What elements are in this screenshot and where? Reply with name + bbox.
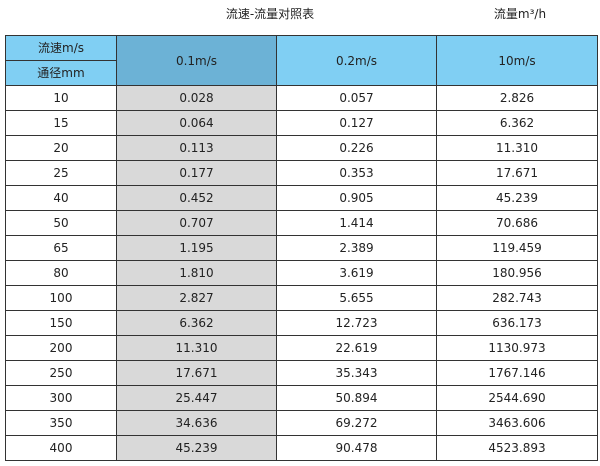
flow-cell: 0.905: [276, 185, 437, 211]
flow-cell: 0.127: [276, 110, 437, 136]
flow-cell: 25.447: [116, 385, 277, 411]
flow-cell: 119.459: [436, 235, 598, 261]
velocity-header: 流速m/s: [5, 35, 117, 61]
table-row: 350 34.636 69.272 3463.606: [5, 410, 598, 436]
flow-cell: 0.452: [116, 185, 277, 211]
flow-cell: 0.064: [116, 110, 277, 136]
table-row: 80 1.810 3.619 180.956: [5, 260, 598, 286]
flow-cell: 0.707: [116, 210, 277, 236]
flow-cell: 3463.606: [436, 410, 598, 436]
flow-cell: 17.671: [116, 360, 277, 386]
flow-cell: 4523.893: [436, 435, 598, 461]
flow-cell: 12.723: [276, 310, 437, 336]
table-row: 50 0.707 1.414 70.686: [5, 210, 598, 236]
unit-label: 流量m³/h: [493, 7, 547, 21]
diameter-cell: 50: [5, 210, 117, 236]
table-row: 200 11.310 22.619 1130.973: [5, 335, 598, 361]
flow-cell: 6.362: [116, 310, 277, 336]
flow-cell: 45.239: [436, 185, 598, 211]
table-row: 400 45.239 90.478 4523.893: [5, 435, 598, 461]
diameter-cell: 80: [5, 260, 117, 286]
table-row: 150 6.362 12.723 636.173: [5, 310, 598, 336]
flow-cell: 35.343: [276, 360, 437, 386]
flow-cell: 45.239: [116, 435, 277, 461]
table-row: 40 0.452 0.905 45.239: [5, 185, 598, 211]
diameter-cell: 400: [5, 435, 117, 461]
diameter-header: 通径mm: [5, 60, 117, 86]
flow-cell: 22.619: [276, 335, 437, 361]
flow-cell: 0.353: [276, 160, 437, 186]
diameter-cell: 10: [5, 85, 117, 111]
table-row: 65 1.195 2.389 119.459: [5, 235, 598, 261]
table-title: 流速-流量对照表: [225, 7, 315, 21]
flow-cell: 90.478: [276, 435, 437, 461]
flow-cell: 17.671: [436, 160, 598, 186]
flow-cell: 282.743: [436, 285, 598, 311]
table-row: 250 17.671 35.343 1767.146: [5, 360, 598, 386]
flow-cell: 2.389: [276, 235, 437, 261]
flow-cell: 6.362: [436, 110, 598, 136]
table-row: 300 25.447 50.894 2544.690: [5, 385, 598, 411]
flow-cell: 0.113: [116, 135, 277, 161]
table-row: 100 2.827 5.655 282.743: [5, 285, 598, 311]
table-row: 15 0.064 0.127 6.362: [5, 110, 598, 136]
flow-cell: 69.272: [276, 410, 437, 436]
column-header-10: 10m/s: [436, 35, 598, 86]
diameter-cell: 350: [5, 410, 117, 436]
table-row: 10 0.028 0.057 2.826: [5, 85, 598, 111]
column-header-0.1: 0.1m/s: [116, 35, 277, 86]
table-row: 25 0.177 0.353 17.671: [5, 160, 598, 186]
diameter-cell: 65: [5, 235, 117, 261]
column-header-0.2: 0.2m/s: [276, 35, 437, 86]
flow-cell: 2.826: [436, 85, 598, 111]
flow-cell: 34.636: [116, 410, 277, 436]
flow-cell: 1.810: [116, 260, 277, 286]
flow-cell: 50.894: [276, 385, 437, 411]
diameter-cell: 100: [5, 285, 117, 311]
diameter-cell: 300: [5, 385, 117, 411]
flow-cell: 180.956: [436, 260, 598, 286]
flow-cell: 0.226: [276, 135, 437, 161]
diameter-cell: 15: [5, 110, 117, 136]
diameter-cell: 150: [5, 310, 117, 336]
flow-cell: 0.057: [276, 85, 437, 111]
flow-cell: 11.310: [436, 135, 598, 161]
flow-cell: 2544.690: [436, 385, 598, 411]
flow-cell: 2.827: [116, 285, 277, 311]
diameter-cell: 40: [5, 185, 117, 211]
flow-cell: 1.414: [276, 210, 437, 236]
flow-cell: 636.173: [436, 310, 598, 336]
flow-cell: 1130.973: [436, 335, 598, 361]
flow-cell: 11.310: [116, 335, 277, 361]
flow-cell: 1767.146: [436, 360, 598, 386]
flow-cell: 70.686: [436, 210, 598, 236]
table-row: 20 0.113 0.226 11.310: [5, 135, 598, 161]
flow-table: 流速m/s 0.1m/s 0.2m/s 10m/s 通径mm 10 0.028 0.…: [5, 35, 598, 461]
flow-cell: 1.195: [116, 235, 277, 261]
flow-cell: 5.655: [276, 285, 437, 311]
flow-cell: 3.619: [276, 260, 437, 286]
flow-cell: 0.177: [116, 160, 277, 186]
flow-cell: 0.028: [116, 85, 277, 111]
diameter-cell: 200: [5, 335, 117, 361]
diameter-cell: 250: [5, 360, 117, 386]
diameter-cell: 25: [5, 160, 117, 186]
diameter-cell: 20: [5, 135, 117, 161]
